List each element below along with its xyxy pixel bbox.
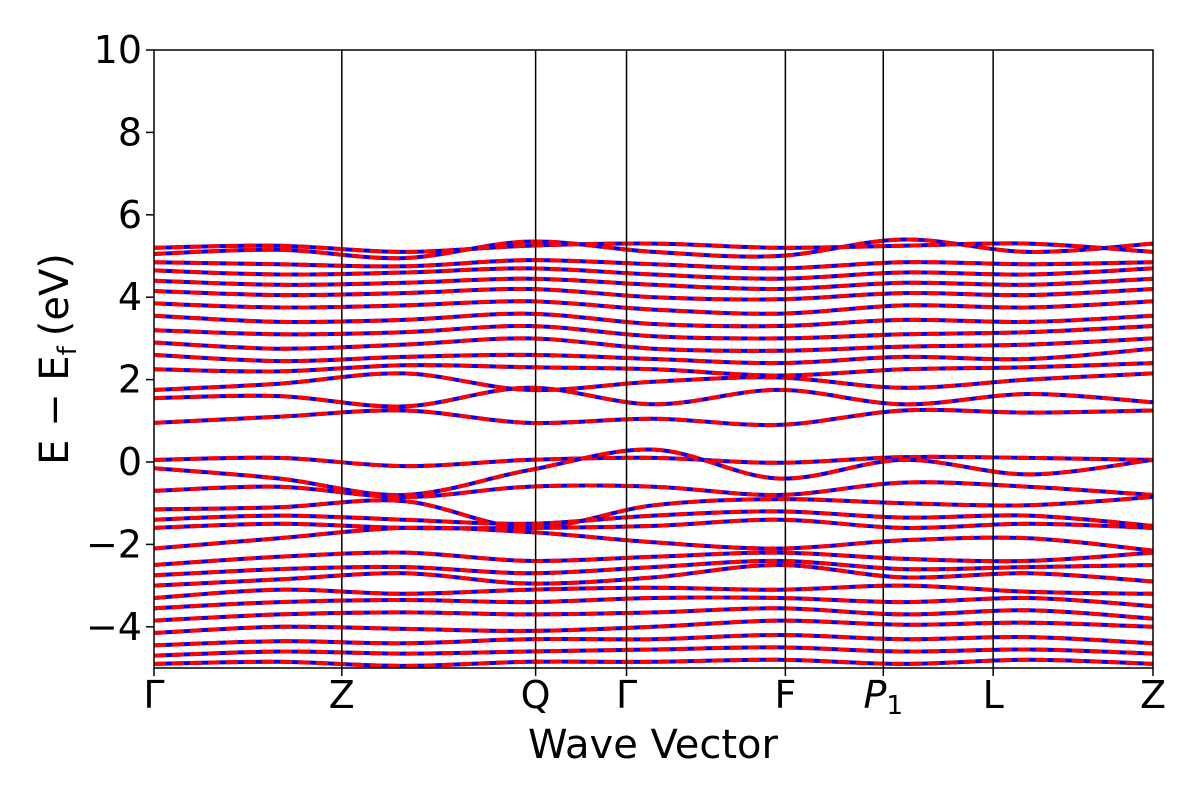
x-tick-label: L <box>983 673 1004 717</box>
x-tick-label: Γ <box>143 673 164 717</box>
y-tick-label: −2 <box>86 522 142 566</box>
y-axis-title-unit: (eV) <box>32 253 78 336</box>
band-line-spin-down <box>154 528 1153 551</box>
y-tick-label: 8 <box>118 110 142 154</box>
band-line-spin-down <box>154 608 1153 620</box>
x-tick-label: F <box>774 673 796 717</box>
x-tick-label: Γ <box>616 673 637 717</box>
x-axis-title: Wave Vector <box>528 722 779 768</box>
y-tick-label: −4 <box>86 605 142 649</box>
y-tick-label: 4 <box>118 275 142 319</box>
x-tick-label: P1 <box>864 673 903 721</box>
bands-layer <box>154 239 1153 665</box>
y-tick-label: 10 <box>94 28 142 72</box>
x-axis: Γ Z Q Γ F P1 L Z <box>143 668 1166 721</box>
y-axis-title-sub: f <box>53 345 83 355</box>
x-tick-label: Z <box>329 673 355 717</box>
y-tick-label: 0 <box>118 440 142 484</box>
y-axis-title-main: E − E <box>32 355 78 465</box>
y-tick-label: 2 <box>118 358 142 402</box>
x-tick-label: Z <box>1140 673 1166 717</box>
y-tick-label: 6 <box>118 193 142 237</box>
y-axis: −4 −2 0 2 4 6 8 10 <box>86 28 154 649</box>
band-line-spin-down <box>154 482 1153 497</box>
band-line-spin-down <box>154 301 1153 314</box>
y-axis-title: E − Ef (eV) <box>32 253 83 465</box>
x-tick-label: Q <box>521 673 551 717</box>
